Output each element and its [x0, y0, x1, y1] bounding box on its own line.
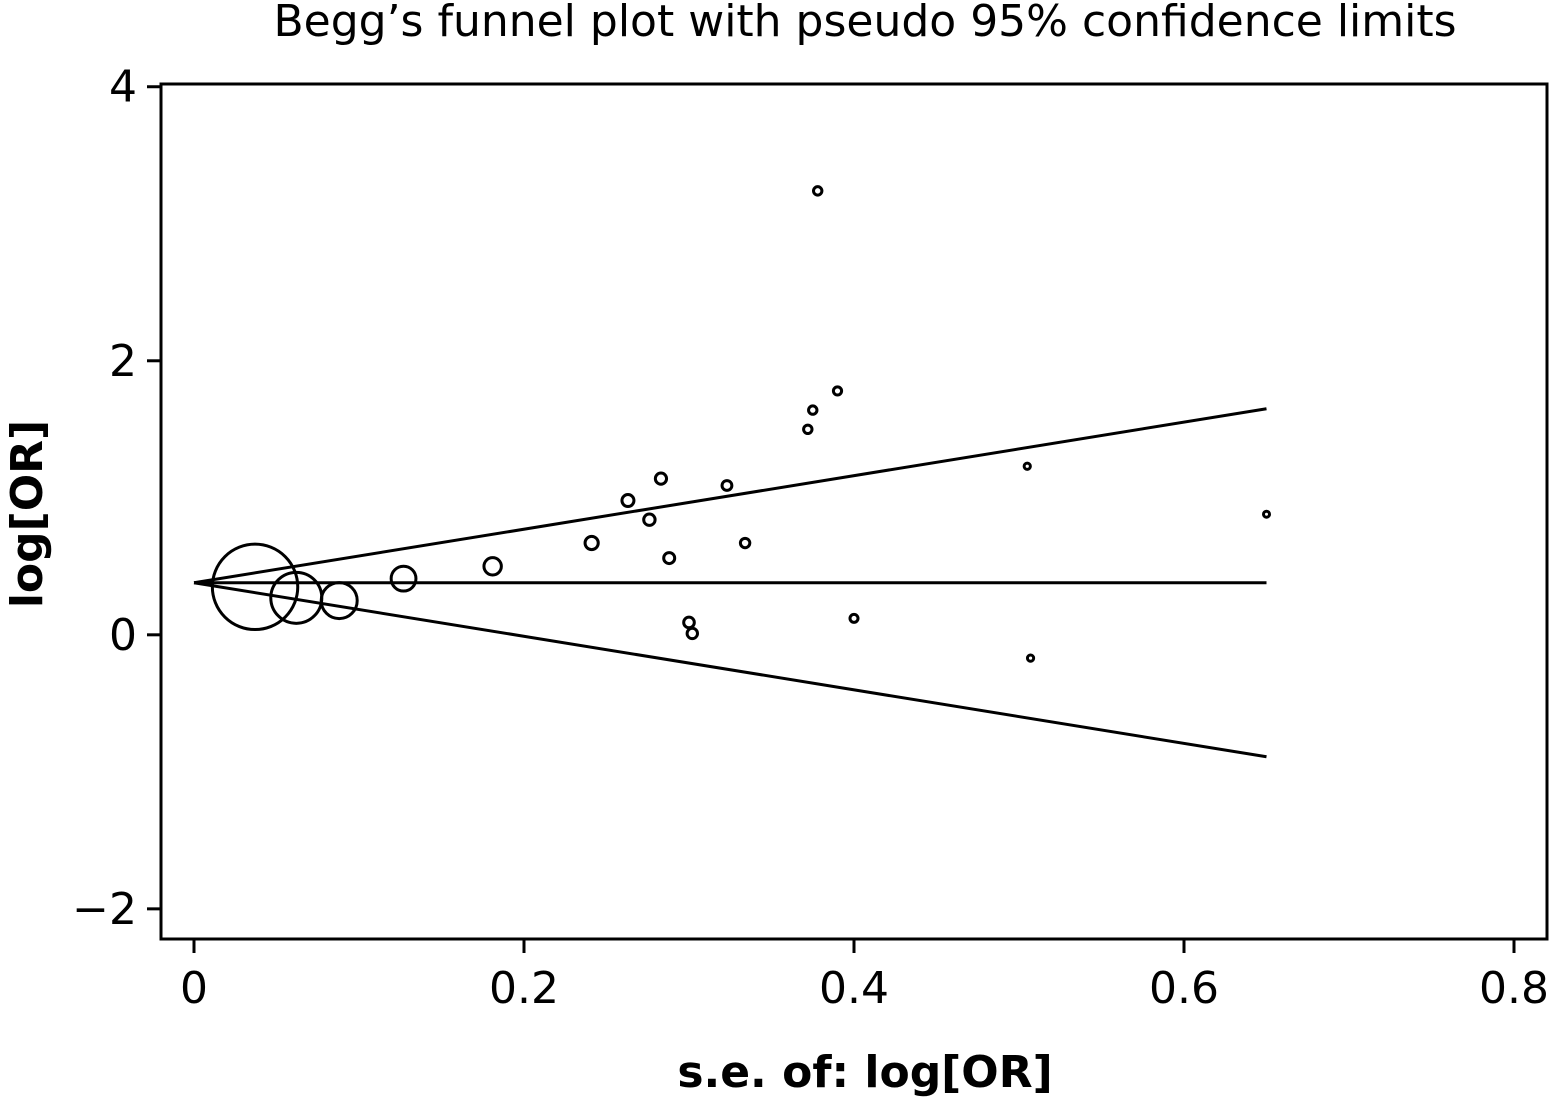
study-point	[685, 626, 699, 641]
study-points	[210, 185, 1271, 663]
study-point	[1022, 461, 1032, 471]
study-point	[848, 612, 860, 624]
study-point	[812, 185, 824, 197]
plot-frame	[159, 82, 1549, 941]
y-tick-label: 2	[109, 336, 137, 387]
study-point	[653, 471, 669, 486]
study-point	[720, 479, 734, 492]
x-axis: 0 0.2 0.4 0.6 0.8	[180, 939, 1549, 1014]
study-point	[738, 536, 752, 550]
study-point	[583, 534, 600, 552]
x-axis-label: s.e. of: log[OR]	[677, 1047, 1052, 1098]
study-point	[210, 542, 300, 632]
study-point	[1025, 653, 1036, 663]
lower-confidence-limit	[193, 581, 1267, 759]
x-tick-label: 0.4	[819, 963, 889, 1014]
upper-confidence-limit	[193, 407, 1267, 585]
x-tick-label: 0.6	[1149, 963, 1219, 1014]
study-point	[807, 404, 819, 416]
study-point	[831, 385, 844, 397]
x-tick-label: 0.8	[1479, 963, 1549, 1014]
study-point	[620, 493, 636, 509]
study-point	[802, 423, 814, 435]
x-tick-label: 0.2	[489, 963, 559, 1014]
study-point	[1262, 509, 1271, 519]
study-point	[642, 512, 657, 527]
y-tick-label: 4	[109, 62, 137, 113]
chart-title: Begg’s funnel plot with pseudo 95% confi…	[273, 0, 1456, 47]
y-axis-label: log[OR]	[2, 420, 53, 608]
study-point	[389, 564, 418, 593]
study-point	[482, 556, 503, 577]
y-tick-label: −2	[72, 884, 137, 935]
x-tick-label: 0	[180, 963, 208, 1014]
study-point	[682, 615, 696, 630]
study-point	[662, 551, 677, 566]
y-tick-label: 0	[109, 610, 137, 661]
study-point	[319, 581, 359, 621]
confidence-limit-lines	[193, 407, 1267, 759]
y-axis: −2 0 2 4	[72, 62, 161, 935]
